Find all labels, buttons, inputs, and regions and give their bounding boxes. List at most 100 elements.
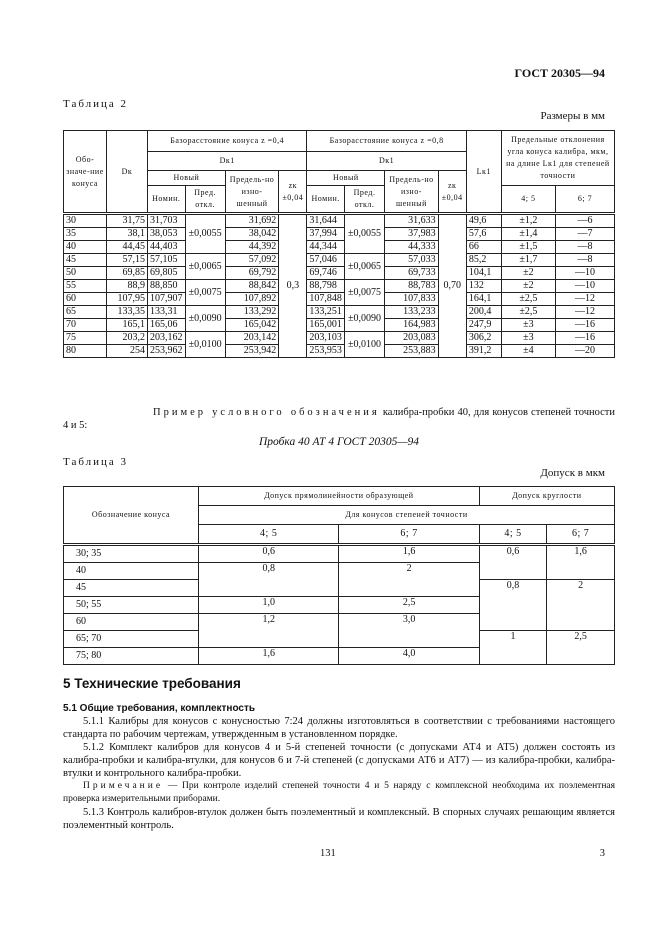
table-cell: 60: [63, 613, 199, 631]
table-cell: 4,0: [338, 647, 480, 665]
table-row: 40 44,45 44,403 44,392 44,344 44,333 66 ±1,5 —8: [63, 240, 615, 254]
th-g45: 4; 5: [500, 185, 557, 214]
table-cell: —10: [555, 266, 615, 280]
table-cell: 1: [478, 630, 548, 665]
table-cell: 31,633: [384, 212, 439, 228]
table-cell: 38,042: [224, 227, 280, 241]
table-cell: 107,95: [106, 292, 148, 306]
th-new: Новый: [306, 170, 386, 186]
th-zk: zк ±0,04: [437, 170, 467, 214]
table-cell: 1,6: [197, 647, 340, 665]
th-dk: Dк: [106, 130, 148, 214]
table-cell: 38,1: [106, 227, 148, 241]
table-cell: 1,0: [197, 596, 340, 614]
table-cell: 0,8: [197, 562, 340, 597]
table-cell: ±1,2: [500, 212, 557, 228]
table-cell: 88,783: [384, 279, 439, 293]
table-cell: 85,2: [465, 253, 502, 267]
example-text: калибра-пробки 40, для конусов степеней …: [63, 407, 616, 431]
table-cell: ±3: [500, 331, 557, 345]
table2-units: Размеры в мм: [540, 110, 605, 122]
th-worn: Предель-но изно-шенный: [224, 170, 280, 214]
table-row: 65 133,35 133,31 ±0,0090 133,292 133,251 ±0,00…: [63, 305, 615, 332]
table-cell: 57,15: [106, 253, 148, 267]
th-base08: Базорасстояние конуса z =0,8: [306, 130, 467, 152]
table-cell: 133,251: [306, 305, 345, 319]
table-cell: 0,8: [478, 579, 548, 631]
section-title: 5 Технические требования: [63, 676, 241, 691]
table-2: Обо-значе-ние конуса Dк Базорасстояние к…: [63, 130, 616, 358]
table-cell: 40: [63, 240, 107, 254]
table-cell: ±1,5: [500, 240, 557, 254]
table-row: 80 254 253,962 253,942 253,953 253,883 391,2 ±4…: [63, 344, 615, 358]
table-cell: 69,746: [306, 266, 345, 280]
table-cell: 2,5: [338, 596, 480, 614]
table-cell: 88,9: [106, 279, 148, 293]
th-nom: Номин.: [306, 185, 345, 214]
table-cell: 75; 80: [63, 647, 199, 665]
table-cell: 69,85: [106, 266, 148, 280]
table-cell: 253,942: [224, 344, 280, 358]
table-cell: ±2,5: [500, 305, 557, 319]
paragraph-5-1-2: 5.1.2 Комплект калибров для конусов 4 и …: [63, 742, 615, 779]
th-worn: Предель-но изно-шенный: [384, 170, 439, 214]
table-cell: ±3: [500, 318, 557, 332]
table-row: 75 203,2 203,162 ±0,0100 203,142 203,103 ±0,01…: [63, 331, 615, 358]
table-cell: 69,792: [224, 266, 280, 280]
table-cell: 107,907: [147, 292, 186, 306]
th-nom: Номин.: [147, 185, 186, 214]
table-cell: 306,2: [465, 331, 502, 345]
table-cell: 0,70: [437, 212, 467, 358]
table-cell: ±0,0090: [184, 305, 226, 332]
th-g67: 6; 7: [338, 524, 480, 545]
example-paragraph: Пример условного обозначения калибра-про…: [63, 406, 615, 449]
table-row: 50 69,85 69,805 69,792 69,746 69,733 104,1 ±2 —1…: [63, 266, 615, 280]
th-dk1: Dк1: [306, 151, 467, 171]
table-cell: 164,1: [465, 292, 502, 306]
table-row: 30; 35 0,6 1,6 0,6 1,6: [63, 543, 615, 580]
th-straight: Допуск прямолинейности образующей: [198, 486, 480, 506]
table-cell: —16: [555, 318, 615, 332]
table-cell: 75: [63, 331, 107, 345]
table-cell: 203,2: [106, 331, 148, 345]
table-cell: 1,6: [338, 543, 480, 563]
table-cell: 31,692: [224, 212, 280, 228]
th-g67: 6; 7: [555, 185, 615, 214]
table-cell: 45: [63, 579, 199, 597]
subsection-title: 5.1 Общие требования, комплектность: [63, 703, 256, 714]
table-cell: 2: [546, 579, 615, 631]
th-dk1: Dк1: [146, 151, 308, 171]
th-round: Допуск круглости: [478, 486, 616, 506]
table-row: 55 88,9 88,850 ±0,0075 88,842 88,798 ±0,0075 88…: [63, 279, 615, 306]
table-cell: 31,703: [147, 212, 186, 228]
table-cell: 69,805: [147, 266, 186, 280]
table2-caption: Таблица 2: [63, 98, 129, 110]
table-cell: 88,842: [224, 279, 280, 293]
table-row: 60 107,95 107,907 107,892 107,848 107,833 164,…: [63, 292, 615, 306]
th-lk1: Lк1: [465, 130, 502, 214]
table-cell: ±0,0100: [343, 331, 386, 358]
table-cell: 30; 35: [63, 543, 199, 563]
table-cell: 66: [465, 240, 502, 254]
table-cell: 2: [338, 562, 480, 597]
example-label: Пример условного обозначения: [153, 407, 380, 418]
table-cell: —6: [555, 212, 615, 228]
table-cell: —8: [555, 253, 615, 267]
table-cell: 391,2: [465, 344, 502, 358]
table-cell: ±0,0075: [184, 279, 226, 306]
table-cell: 88,850: [147, 279, 186, 293]
table-cell: 164,983: [384, 318, 439, 332]
table-cell: 69,733: [384, 266, 439, 280]
table-cell: 65; 70: [63, 630, 199, 648]
th-g45: 4; 5: [197, 524, 340, 545]
table-3: Обозначение конуса Допуск прямолинейност…: [63, 486, 616, 665]
table-cell: 57,033: [384, 253, 439, 267]
section-body: 5.1 Общие требования, комплектность 5.1.…: [63, 702, 615, 832]
table-cell: ±0,0065: [184, 253, 226, 280]
table-cell: ±2: [500, 279, 557, 293]
table-cell: ±0,0065: [343, 253, 386, 280]
table-cell: 49,6: [465, 212, 502, 228]
table-row: 35 38,1 38,053 38,042 37,994 37,983 57,6 ±1,4 —7: [63, 227, 615, 241]
table-cell: 253,883: [384, 344, 439, 358]
th-for: Для конусов степеней точности: [198, 505, 615, 525]
